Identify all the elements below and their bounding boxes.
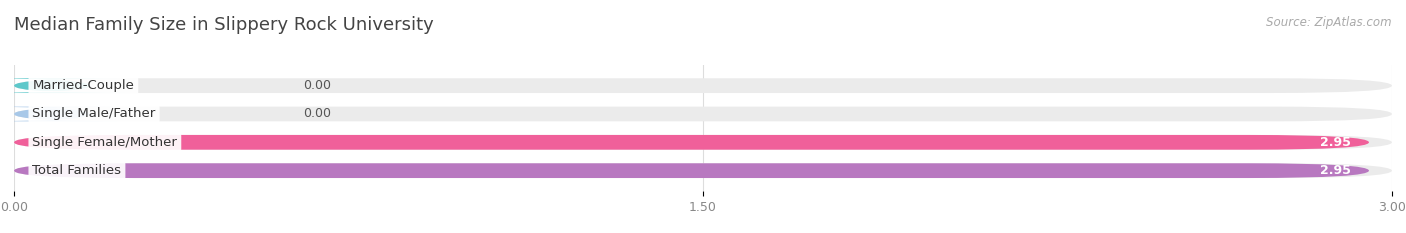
FancyBboxPatch shape	[14, 107, 1392, 121]
Text: Single Male/Father: Single Male/Father	[32, 107, 156, 120]
Text: Total Families: Total Families	[32, 164, 121, 177]
Text: Married-Couple: Married-Couple	[32, 79, 135, 92]
FancyBboxPatch shape	[14, 135, 1369, 150]
FancyBboxPatch shape	[14, 135, 1392, 150]
FancyBboxPatch shape	[0, 107, 134, 121]
FancyBboxPatch shape	[14, 163, 1392, 178]
FancyBboxPatch shape	[0, 78, 134, 93]
FancyBboxPatch shape	[14, 78, 1392, 93]
Text: 0.00: 0.00	[304, 107, 332, 120]
Text: 2.95: 2.95	[1320, 136, 1351, 149]
FancyBboxPatch shape	[14, 163, 1369, 178]
Text: Source: ZipAtlas.com: Source: ZipAtlas.com	[1267, 16, 1392, 29]
Text: Single Female/Mother: Single Female/Mother	[32, 136, 177, 149]
Text: Median Family Size in Slippery Rock University: Median Family Size in Slippery Rock Univ…	[14, 16, 434, 34]
Text: 0.00: 0.00	[304, 79, 332, 92]
Text: 2.95: 2.95	[1320, 164, 1351, 177]
